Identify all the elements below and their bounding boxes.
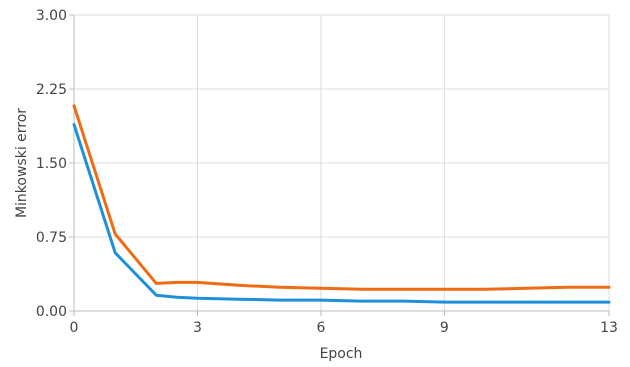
y-axis-title: Minkowski error [14, 108, 30, 218]
tick-labels: 0 3 6 9 13 0.00 0.75 1.50 2.25 3.00 [36, 8, 618, 336]
x-axis-title: Epoch [320, 346, 363, 362]
y-tick-label: 3.00 [36, 8, 67, 24]
axes [69, 14, 610, 316]
x-tick-label: 0 [70, 320, 79, 336]
y-tick-label: 1.50 [36, 156, 67, 172]
y-tick-label: 0.00 [36, 304, 67, 320]
series-line-2 [72, 123, 611, 304]
y-tick-label: 2.25 [36, 82, 67, 98]
x-tick-label: 3 [193, 320, 202, 336]
series-line-1 [72, 104, 611, 291]
y-tick-label: 0.75 [36, 230, 67, 246]
x-tick-label: 9 [440, 320, 449, 336]
grid-lines [74, 14, 610, 311]
series-lines [72, 104, 611, 304]
x-tick-label: 6 [316, 320, 325, 336]
x-tick-label: 13 [600, 320, 618, 336]
